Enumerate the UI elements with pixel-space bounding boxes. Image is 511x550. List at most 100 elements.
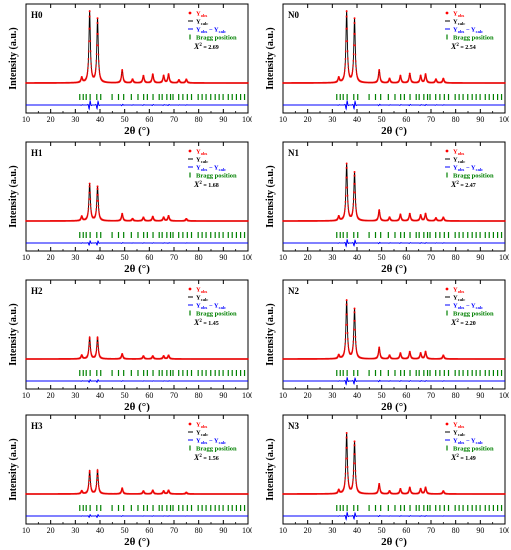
legend-obs-marker <box>188 149 192 153</box>
x-axis-label: 2θ (°) <box>124 536 150 547</box>
x-tick-label: 90 <box>476 115 484 124</box>
peak-point <box>178 79 180 81</box>
x-tick-label: 80 <box>195 115 203 124</box>
x-tick-label: 20 <box>47 253 55 262</box>
legend-bragg: Bragg position <box>189 172 237 180</box>
x-tick-label: 10 <box>279 391 287 400</box>
x-tick-label: 30 <box>71 391 79 400</box>
peak-point <box>424 73 427 76</box>
legend-difference-text: Yobs − Ycalc <box>196 27 226 35</box>
difference-curve <box>26 513 248 519</box>
peak-point <box>121 212 124 215</box>
legend-difference: Yobs − Ycalc <box>188 165 226 173</box>
peak-point <box>353 440 356 443</box>
legend-bragg: Bragg position <box>446 445 494 453</box>
legend-obs-marker <box>188 11 192 15</box>
x-tick-label: 50 <box>378 115 386 124</box>
peak-point <box>88 10 91 13</box>
peak-point <box>442 490 445 493</box>
legend-calculated-text: Ycalc <box>453 19 465 27</box>
legend-difference: Yobs − Ycalc <box>445 165 483 173</box>
x-tick-label: 10 <box>279 115 287 124</box>
peak-point <box>408 486 411 489</box>
legend-difference-text: Yobs − Ycalc <box>453 438 483 446</box>
peak-point <box>96 336 99 339</box>
x-tick-label: 70 <box>427 391 435 400</box>
x-tick-label: 60 <box>402 391 410 400</box>
x-tick-label: 70 <box>170 115 178 124</box>
x-tick-label: 90 <box>219 526 227 535</box>
peak-point <box>131 217 134 220</box>
x-tick-label: 40 <box>353 253 361 262</box>
x-tick-label: 90 <box>219 115 227 124</box>
panel-label: H1 <box>31 148 43 158</box>
legend-bragg-text: Bragg position <box>196 35 237 42</box>
peak-point <box>399 352 402 355</box>
legend-observed-text: Yobs <box>196 422 207 430</box>
x-tick-label: 40 <box>96 253 104 262</box>
x-tick-label: 50 <box>378 253 386 262</box>
legend-obs-marker <box>445 422 449 426</box>
x-tick-label: 90 <box>476 391 484 400</box>
legend-calculated: Ycalc <box>445 295 465 302</box>
peak-point <box>378 346 381 349</box>
x-tick-label: 10 <box>279 526 287 535</box>
x-axis-label: 2θ (°) <box>381 125 407 136</box>
peak-point <box>435 78 437 81</box>
legend-calculated: Ycalc <box>445 19 465 27</box>
x-axis-label: 2θ (°) <box>381 536 407 547</box>
x-tick-label: 100 <box>499 115 509 124</box>
x-tick-label: 100 <box>242 115 252 124</box>
legend-obs-marker <box>188 287 192 291</box>
legend-calculated: Ycalc <box>188 295 208 302</box>
x-tick-label: 20 <box>47 115 55 124</box>
legend-difference: Yobs − Ycalc <box>188 27 226 35</box>
x-tick-label: 30 <box>328 526 336 535</box>
peak-point <box>353 17 356 20</box>
x-tick-label: 70 <box>170 253 178 262</box>
peak-point <box>399 74 402 77</box>
legend-difference-text: Yobs − Ycalc <box>196 303 226 311</box>
legend-difference: Yobs − Ycalc <box>188 438 226 445</box>
x-tick-label: 80 <box>452 391 460 400</box>
observed-points <box>282 162 506 222</box>
legend-obs-marker <box>445 287 449 291</box>
peak-point <box>80 215 83 218</box>
peak-point <box>162 216 165 219</box>
x-tick-label: 100 <box>242 391 252 400</box>
peak-point <box>151 215 154 218</box>
legend-observed-text: Yobs <box>453 11 464 19</box>
chi-square-label: X2 = 1.68 <box>193 180 219 189</box>
legend-observed: Yobs <box>188 11 207 18</box>
legend-calculated-text: Ycalc <box>453 430 465 438</box>
x-tick-label: 40 <box>353 391 361 400</box>
x-tick-label: 10 <box>22 391 30 400</box>
x-tick-label: 80 <box>452 253 460 262</box>
x-tick-label: 80 <box>195 526 203 535</box>
panel-label: H0 <box>31 10 43 20</box>
peak-point <box>80 354 83 357</box>
legend-difference-text: Yobs − Ycalc <box>453 27 483 35</box>
legend-bragg: Bragg position <box>446 172 494 180</box>
x-tick-label: 50 <box>121 391 129 400</box>
x-tick-label: 60 <box>145 391 153 400</box>
panel-h3: 10 20 30 40 50 60 70 80 90 100 2θ (°) Intensity (a.… <box>8 414 252 547</box>
legend-difference-text: Yobs − Ycalc <box>453 165 483 173</box>
x-tick-label: 80 <box>452 526 460 535</box>
legend-bragg-text: Bragg position <box>453 35 494 42</box>
peak-point <box>399 213 402 216</box>
legend-difference: Yobs − Ycalc <box>188 303 226 311</box>
peak-point <box>96 469 99 472</box>
y-axis-label: Intensity (a.u.) <box>8 303 19 366</box>
panel-label: N3 <box>288 421 299 431</box>
legend-difference-text: Yobs − Ycalc <box>196 165 226 173</box>
observed-points <box>25 10 249 84</box>
legend-calculated: Ycalc <box>188 157 208 164</box>
x-tick-label: 10 <box>22 115 30 124</box>
x-tick-label: 50 <box>378 526 386 535</box>
peak-point <box>167 214 170 217</box>
legend-observed: Yobs <box>445 287 464 294</box>
peak-point <box>96 17 99 20</box>
observed-points <box>282 10 506 84</box>
